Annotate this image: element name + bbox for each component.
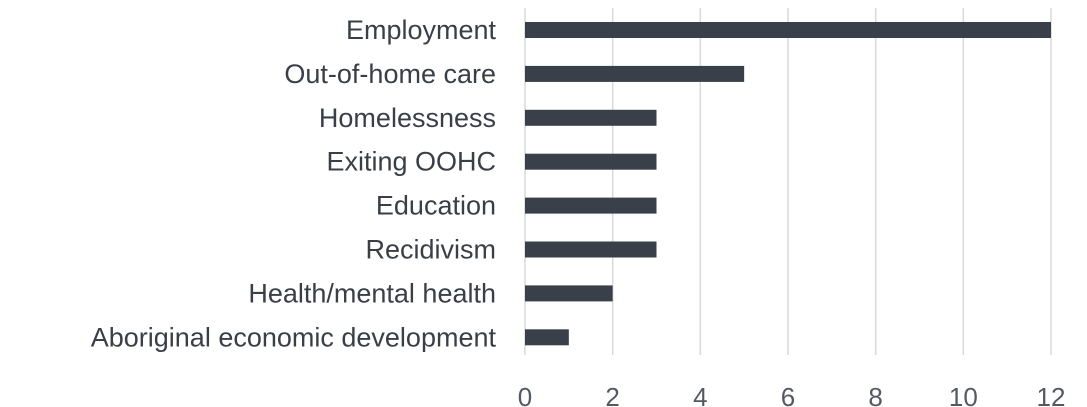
x-tick-label: 2 [605, 382, 619, 407]
bar [525, 329, 569, 346]
bar [525, 197, 657, 214]
bar [525, 65, 745, 82]
bar [525, 153, 657, 170]
category-label: Out-of-home care [284, 59, 496, 89]
category-labels: Employment Out-of-home care Homelessness Ex… [91, 15, 497, 352]
x-tick-label: 8 [868, 382, 882, 407]
bars [525, 22, 1051, 346]
category-label: Recidivism [365, 235, 496, 265]
x-tick-label: 4 [693, 382, 707, 407]
category-label: Exiting OOHC [326, 147, 496, 177]
x-tick-label: 12 [1037, 382, 1066, 407]
category-label: Aboriginal economic development [91, 322, 497, 352]
category-label: Employment [346, 15, 497, 45]
category-label: Health/mental health [248, 278, 496, 308]
bar [525, 22, 1051, 38]
bar [525, 241, 657, 258]
x-axis-tick-labels: 0 2 4 6 8 10 12 [518, 382, 1066, 407]
category-label: Homelessness [319, 103, 496, 133]
bar [525, 109, 657, 126]
x-tick-label: 10 [949, 382, 978, 407]
x-tick-label: 0 [518, 382, 532, 407]
bar [525, 285, 613, 302]
gridlines [524, 8, 1052, 355]
x-tick-label: 6 [781, 382, 795, 407]
category-label: Education [376, 191, 496, 221]
